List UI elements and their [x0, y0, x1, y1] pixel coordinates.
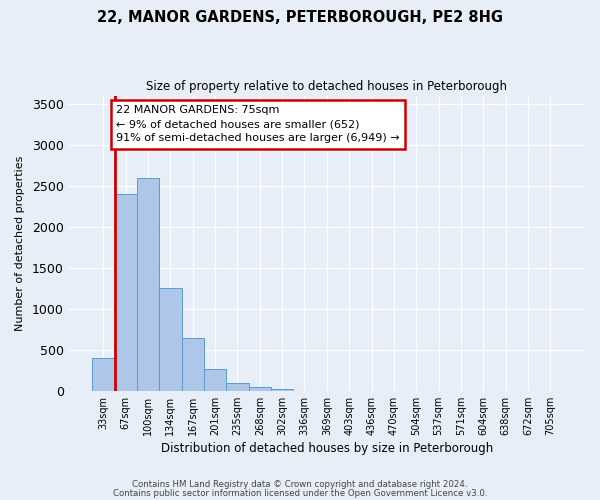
Bar [137, 178, 159, 391]
Y-axis label: Number of detached properties: Number of detached properties [15, 156, 25, 331]
Bar [271, 389, 293, 391]
Text: 22 MANOR GARDENS: 75sqm
← 9% of detached houses are smaller (652)
91% of semi-de: 22 MANOR GARDENS: 75sqm ← 9% of detached… [116, 106, 400, 144]
Bar [92, 358, 115, 391]
Bar [226, 382, 248, 391]
Text: 22, MANOR GARDENS, PETERBOROUGH, PE2 8HG: 22, MANOR GARDENS, PETERBOROUGH, PE2 8HG [97, 10, 503, 25]
Bar [159, 288, 182, 391]
Bar [115, 194, 137, 391]
Text: Contains public sector information licensed under the Open Government Licence v3: Contains public sector information licen… [113, 490, 487, 498]
Bar [182, 338, 204, 391]
X-axis label: Distribution of detached houses by size in Peterborough: Distribution of detached houses by size … [161, 442, 493, 455]
Bar [204, 368, 226, 391]
Title: Size of property relative to detached houses in Peterborough: Size of property relative to detached ho… [146, 80, 508, 93]
Bar [248, 386, 271, 391]
Text: Contains HM Land Registry data © Crown copyright and database right 2024.: Contains HM Land Registry data © Crown c… [132, 480, 468, 489]
